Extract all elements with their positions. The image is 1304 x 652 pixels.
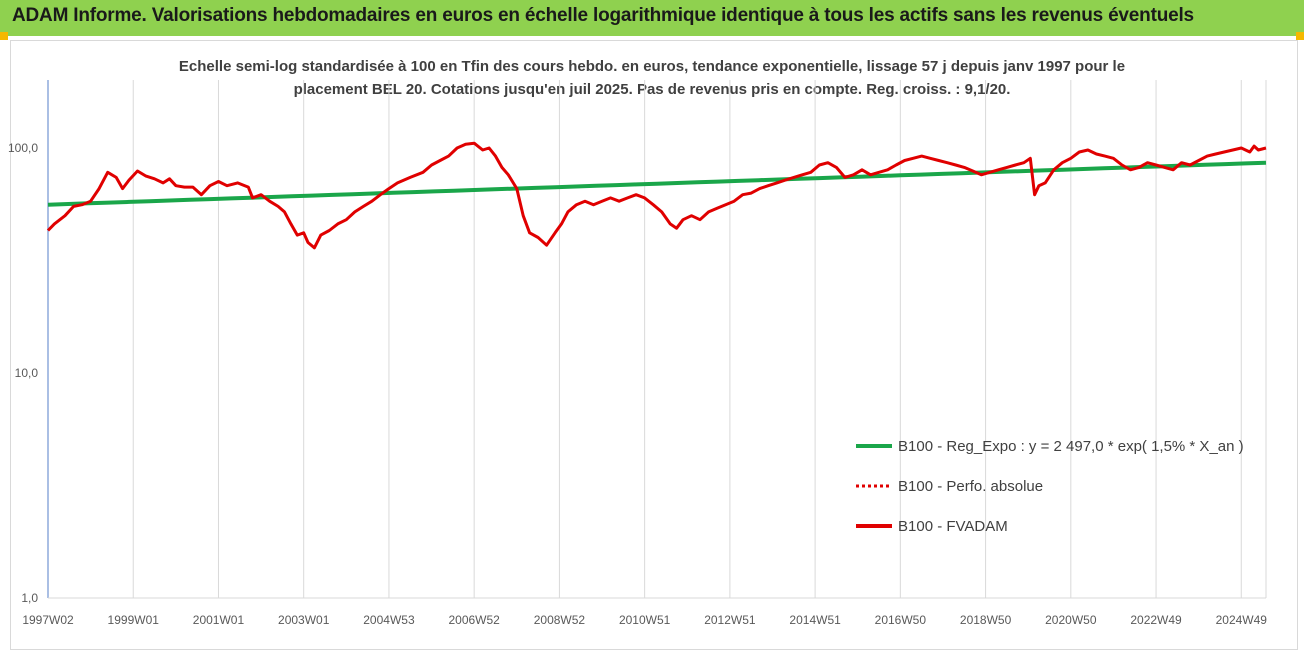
x-tick-label: 2008W52: [534, 613, 586, 627]
x-tick-label: 2024W49: [1216, 613, 1268, 627]
x-tick-label: 2006W52: [448, 613, 500, 627]
x-tick-label: 2012W51: [704, 613, 756, 627]
y-tick-label: 10,0: [15, 366, 39, 380]
x-tick-label: 2014W51: [789, 613, 841, 627]
series-layer: [46, 141, 1267, 250]
x-tick-label: 2016W50: [875, 613, 927, 627]
axes: 1997W02 1999W01 2001W01 2003W01 2004W53 2006W…: [8, 80, 1267, 627]
legend: B100 - Reg_Expo : y = 2 497,0 * exp( 1,5…: [856, 438, 1244, 535]
x-tick-label: 2020W50: [1045, 613, 1097, 627]
grid-lines: [132, 80, 1267, 598]
x-tick-label: 2022W49: [1130, 613, 1182, 627]
chart-subtitle: placement BEL 20. Cotations jusqu'en jui…: [293, 81, 1011, 98]
x-tick-label: 2018W50: [960, 613, 1012, 627]
x-tick-label: 2001W01: [193, 613, 245, 627]
corner-marker-right: [1296, 32, 1304, 40]
legend-label: B100 - Reg_Expo : y = 2 497,0 * exp( 1,5…: [898, 438, 1244, 455]
legend-label: B100 - FVADAM: [898, 518, 1008, 535]
series-line-fvadam: [46, 141, 1267, 250]
x-tick-label: 1999W01: [108, 613, 160, 627]
header-bar: ADAM Informe. Valorisations hebdomadaire…: [0, 0, 1304, 36]
y-tick-label: 100,0: [8, 141, 38, 155]
page-title: ADAM Informe. Valorisations hebdomadaire…: [12, 5, 1194, 26]
x-tick-label: 2010W51: [619, 613, 671, 627]
chart-frame: [10, 40, 1298, 650]
x-tick-label: 2004W53: [363, 613, 415, 627]
legend-label: B100 - Perfo. absolue: [898, 478, 1043, 495]
x-tick-label: 1997W02: [22, 613, 74, 627]
x-tick-label: 2003W01: [278, 613, 330, 627]
corner-marker-left: [0, 32, 8, 40]
y-tick-label: 1,0: [21, 591, 38, 605]
chart-title: Echelle semi-log standardisée à 100 en T…: [178, 58, 1126, 75]
